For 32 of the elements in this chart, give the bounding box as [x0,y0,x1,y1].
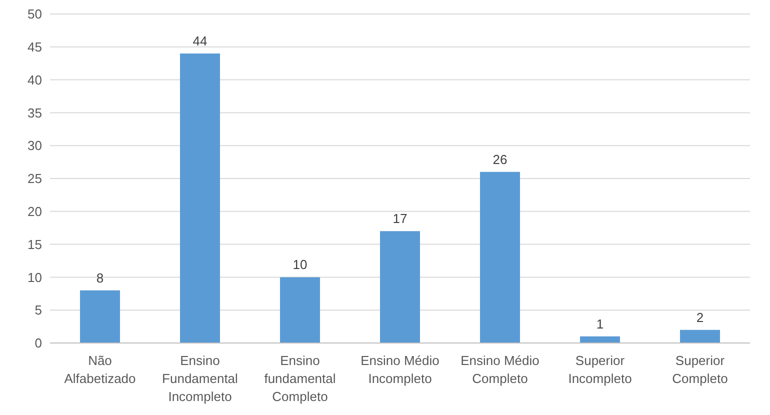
bar [680,330,720,343]
data-label: 2 [696,310,704,325]
bar [480,172,520,343]
x-tick-label: Superior Completo [672,353,728,386]
data-label: 26 [492,152,508,167]
bar [380,231,420,343]
x-tick-label: Ensino Médio Completo [460,353,540,386]
x-tick-label: Ensino fundamental Completo [264,353,336,404]
bar [580,336,620,343]
y-tick-label: 30 [28,138,42,154]
y-tick-label: 40 [28,72,42,88]
data-label: 44 [192,33,208,48]
y-tick-label: 20 [28,204,42,220]
bar [80,290,120,343]
y-tick-label: 0 [34,336,42,351]
x-tick-label: Ensino Médio Incompleto [360,353,440,386]
data-label: 1 [596,316,604,332]
y-tick-label: 5 [34,302,42,318]
data-label: 17 [392,211,408,226]
y-tick-label: 45 [28,40,42,55]
bar [180,53,220,343]
bar [280,277,320,343]
y-tick-label: 25 [28,171,42,186]
x-tick-label: Superior Incompleto [568,353,632,386]
y-tick-label: 35 [28,105,42,120]
y-tick-label: 15 [28,236,42,252]
y-tick-label: 50 [28,6,42,22]
data-label: 10 [292,257,308,272]
data-label: 8 [96,270,104,286]
x-tick-label: Não Alfabetizado [64,353,136,386]
y-tick-label: 10 [28,270,42,285]
x-tick-label: Ensino Fundamental Incompleto [162,353,238,404]
